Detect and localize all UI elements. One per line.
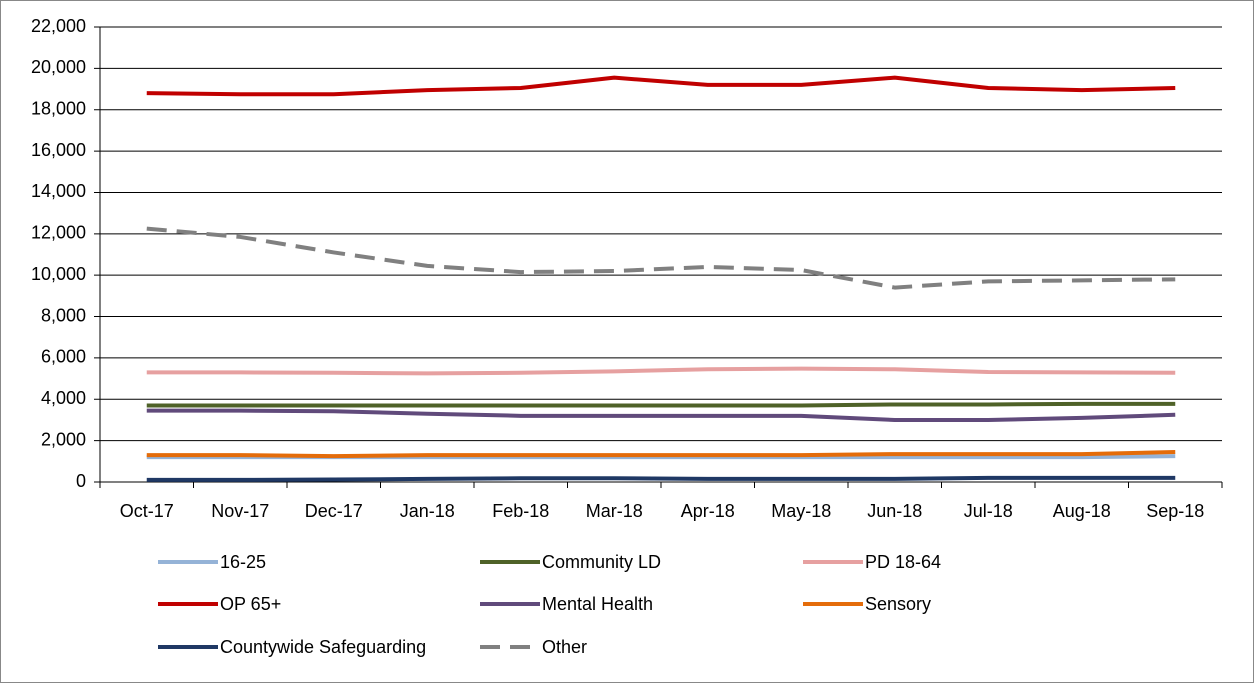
x-tick-label: May-18 xyxy=(771,501,831,521)
legend-label: Countywide Safeguarding xyxy=(220,637,426,657)
y-tick-label: 4,000 xyxy=(41,388,86,408)
x-tick-label: Dec-17 xyxy=(305,501,363,521)
series-line xyxy=(146,408,1176,422)
series-line xyxy=(146,401,1176,408)
y-tick-label: 8,000 xyxy=(41,305,86,325)
legend-label: Community LD xyxy=(542,552,661,572)
series-line xyxy=(146,366,1176,376)
legend-label: Mental Health xyxy=(542,594,653,614)
series-line xyxy=(146,75,1176,97)
x-tick-label: Mar-18 xyxy=(586,501,643,521)
y-tick-label: 14,000 xyxy=(31,181,86,201)
y-tick-label: 10,000 xyxy=(31,264,86,284)
y-tick-label: 6,000 xyxy=(41,347,86,367)
series-line xyxy=(146,450,1176,459)
y-tick-label: 18,000 xyxy=(31,98,86,118)
y-tick-label: 22,000 xyxy=(31,16,86,36)
legend-label: PD 18-64 xyxy=(865,552,941,572)
x-tick-label: Aug-18 xyxy=(1053,501,1111,521)
y-tick-label: 0 xyxy=(76,471,86,491)
x-tick-label: Sep-18 xyxy=(1146,501,1204,521)
x-tick-label: Jul-18 xyxy=(964,501,1013,521)
x-tick-label: Apr-18 xyxy=(681,501,735,521)
x-tick-label: Oct-17 xyxy=(120,501,174,521)
y-tick-label: 12,000 xyxy=(31,223,86,243)
x-tick-label: Nov-17 xyxy=(211,501,269,521)
legend-label: Sensory xyxy=(865,594,931,614)
series-line xyxy=(146,226,1176,290)
series-line xyxy=(146,475,1176,482)
legend-label: Other xyxy=(542,637,587,657)
x-tick-label: Jun-18 xyxy=(867,501,922,521)
legend-label: 16-25 xyxy=(220,552,266,572)
legend-label: OP 65+ xyxy=(220,594,281,614)
y-tick-label: 20,000 xyxy=(31,57,86,77)
x-tick-label: Feb-18 xyxy=(492,501,549,521)
y-tick-label: 2,000 xyxy=(41,429,86,449)
y-tick-label: 16,000 xyxy=(31,140,86,160)
x-tick-label: Jan-18 xyxy=(400,501,455,521)
